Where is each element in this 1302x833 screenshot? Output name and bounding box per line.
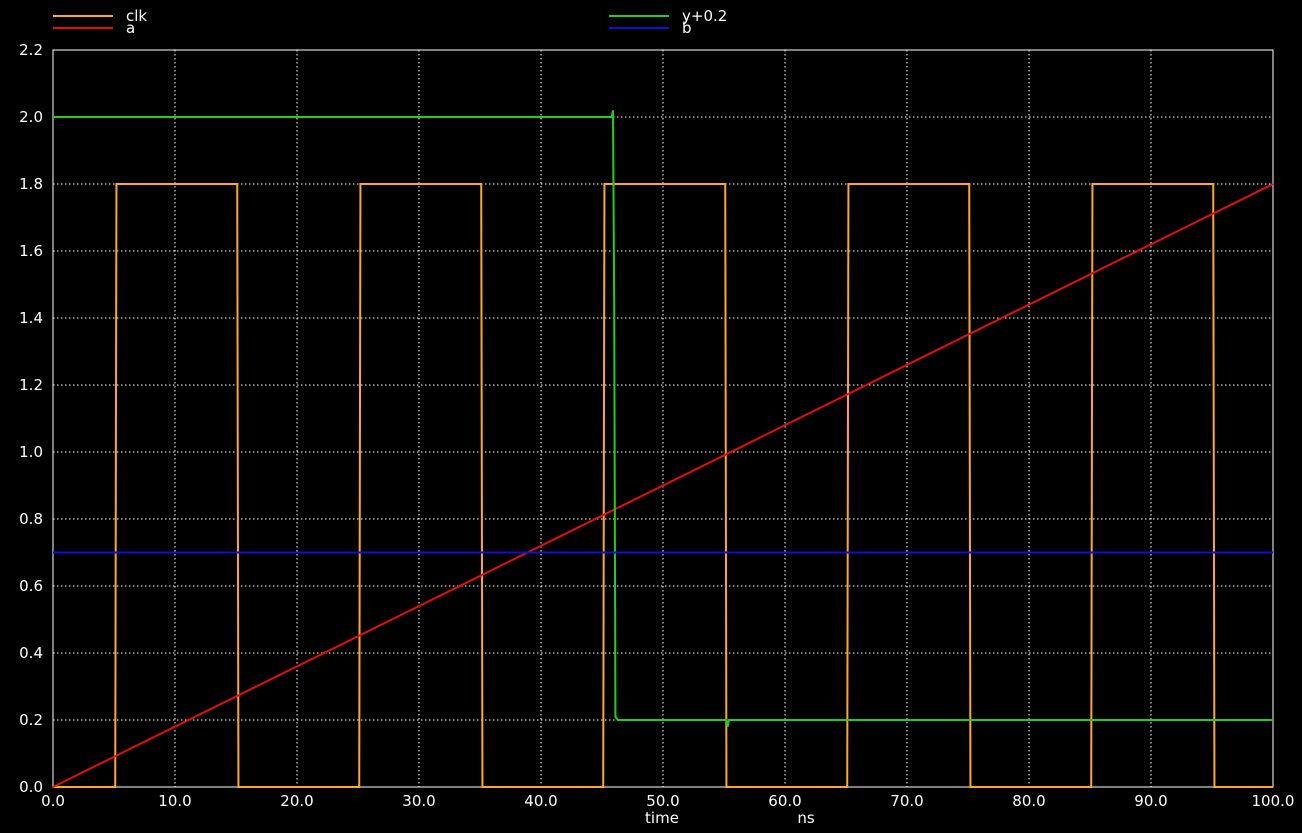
series-line-y-0-2	[53, 110, 1273, 727]
x-tick-label: 50.0	[646, 792, 679, 810]
y-tick-label: 2.0	[19, 108, 43, 126]
grid	[53, 50, 1273, 787]
x-tick-label: 0.0	[41, 792, 65, 810]
y-tick-label: 0.6	[19, 577, 43, 595]
series-group	[52, 110, 1274, 788]
y-tick-label: 0.4	[19, 644, 43, 662]
legend-label: a	[126, 19, 135, 37]
x-tick-label: 20.0	[280, 792, 313, 810]
x-tick-label: 60.0	[768, 792, 801, 810]
series-line-a	[52, 183, 1274, 788]
y-tick-label: 0.2	[19, 711, 43, 729]
y-tick-label: 1.6	[19, 242, 43, 260]
series-line-clk	[53, 183, 1273, 788]
y-tick-label: 2.2	[19, 41, 43, 59]
y-tick-labels: 0.0 0.2 0.4 0.6 0.8 1.0 1.2 1.4 1.6 1.8 2.0 2.2	[19, 41, 43, 796]
plot-frame	[52, 49, 1274, 788]
x-tick-label: 40.0	[524, 792, 557, 810]
x-tick-label: 100.0	[1252, 792, 1295, 810]
x-tick-label: 10.0	[158, 792, 191, 810]
legend-label: clk	[126, 7, 147, 25]
y-tick-label: 0.8	[19, 510, 43, 528]
x-tick-labels: 0.0 10.0 20.0 30.0 40.0 50.0 60.0 70.0 80.0 90.0 1…	[41, 792, 1294, 810]
x-tick-label: 70.0	[890, 792, 923, 810]
legend-label: y+0.2	[682, 7, 727, 25]
y-tick-label: 1.8	[19, 175, 43, 193]
x-axis-unit: ns	[797, 809, 815, 827]
x-axis-label: time	[645, 809, 679, 827]
y-tick-label: 1.4	[19, 309, 43, 327]
x-tick-label: 80.0	[1012, 792, 1045, 810]
y-tick-label: 0.0	[19, 778, 43, 796]
x-tick-label: 90.0	[1134, 792, 1167, 810]
y-tick-label: 1.0	[19, 443, 43, 461]
legend-label: b	[682, 19, 692, 37]
x-tick-label: 30.0	[402, 792, 435, 810]
y-tick-label: 1.2	[19, 376, 43, 394]
